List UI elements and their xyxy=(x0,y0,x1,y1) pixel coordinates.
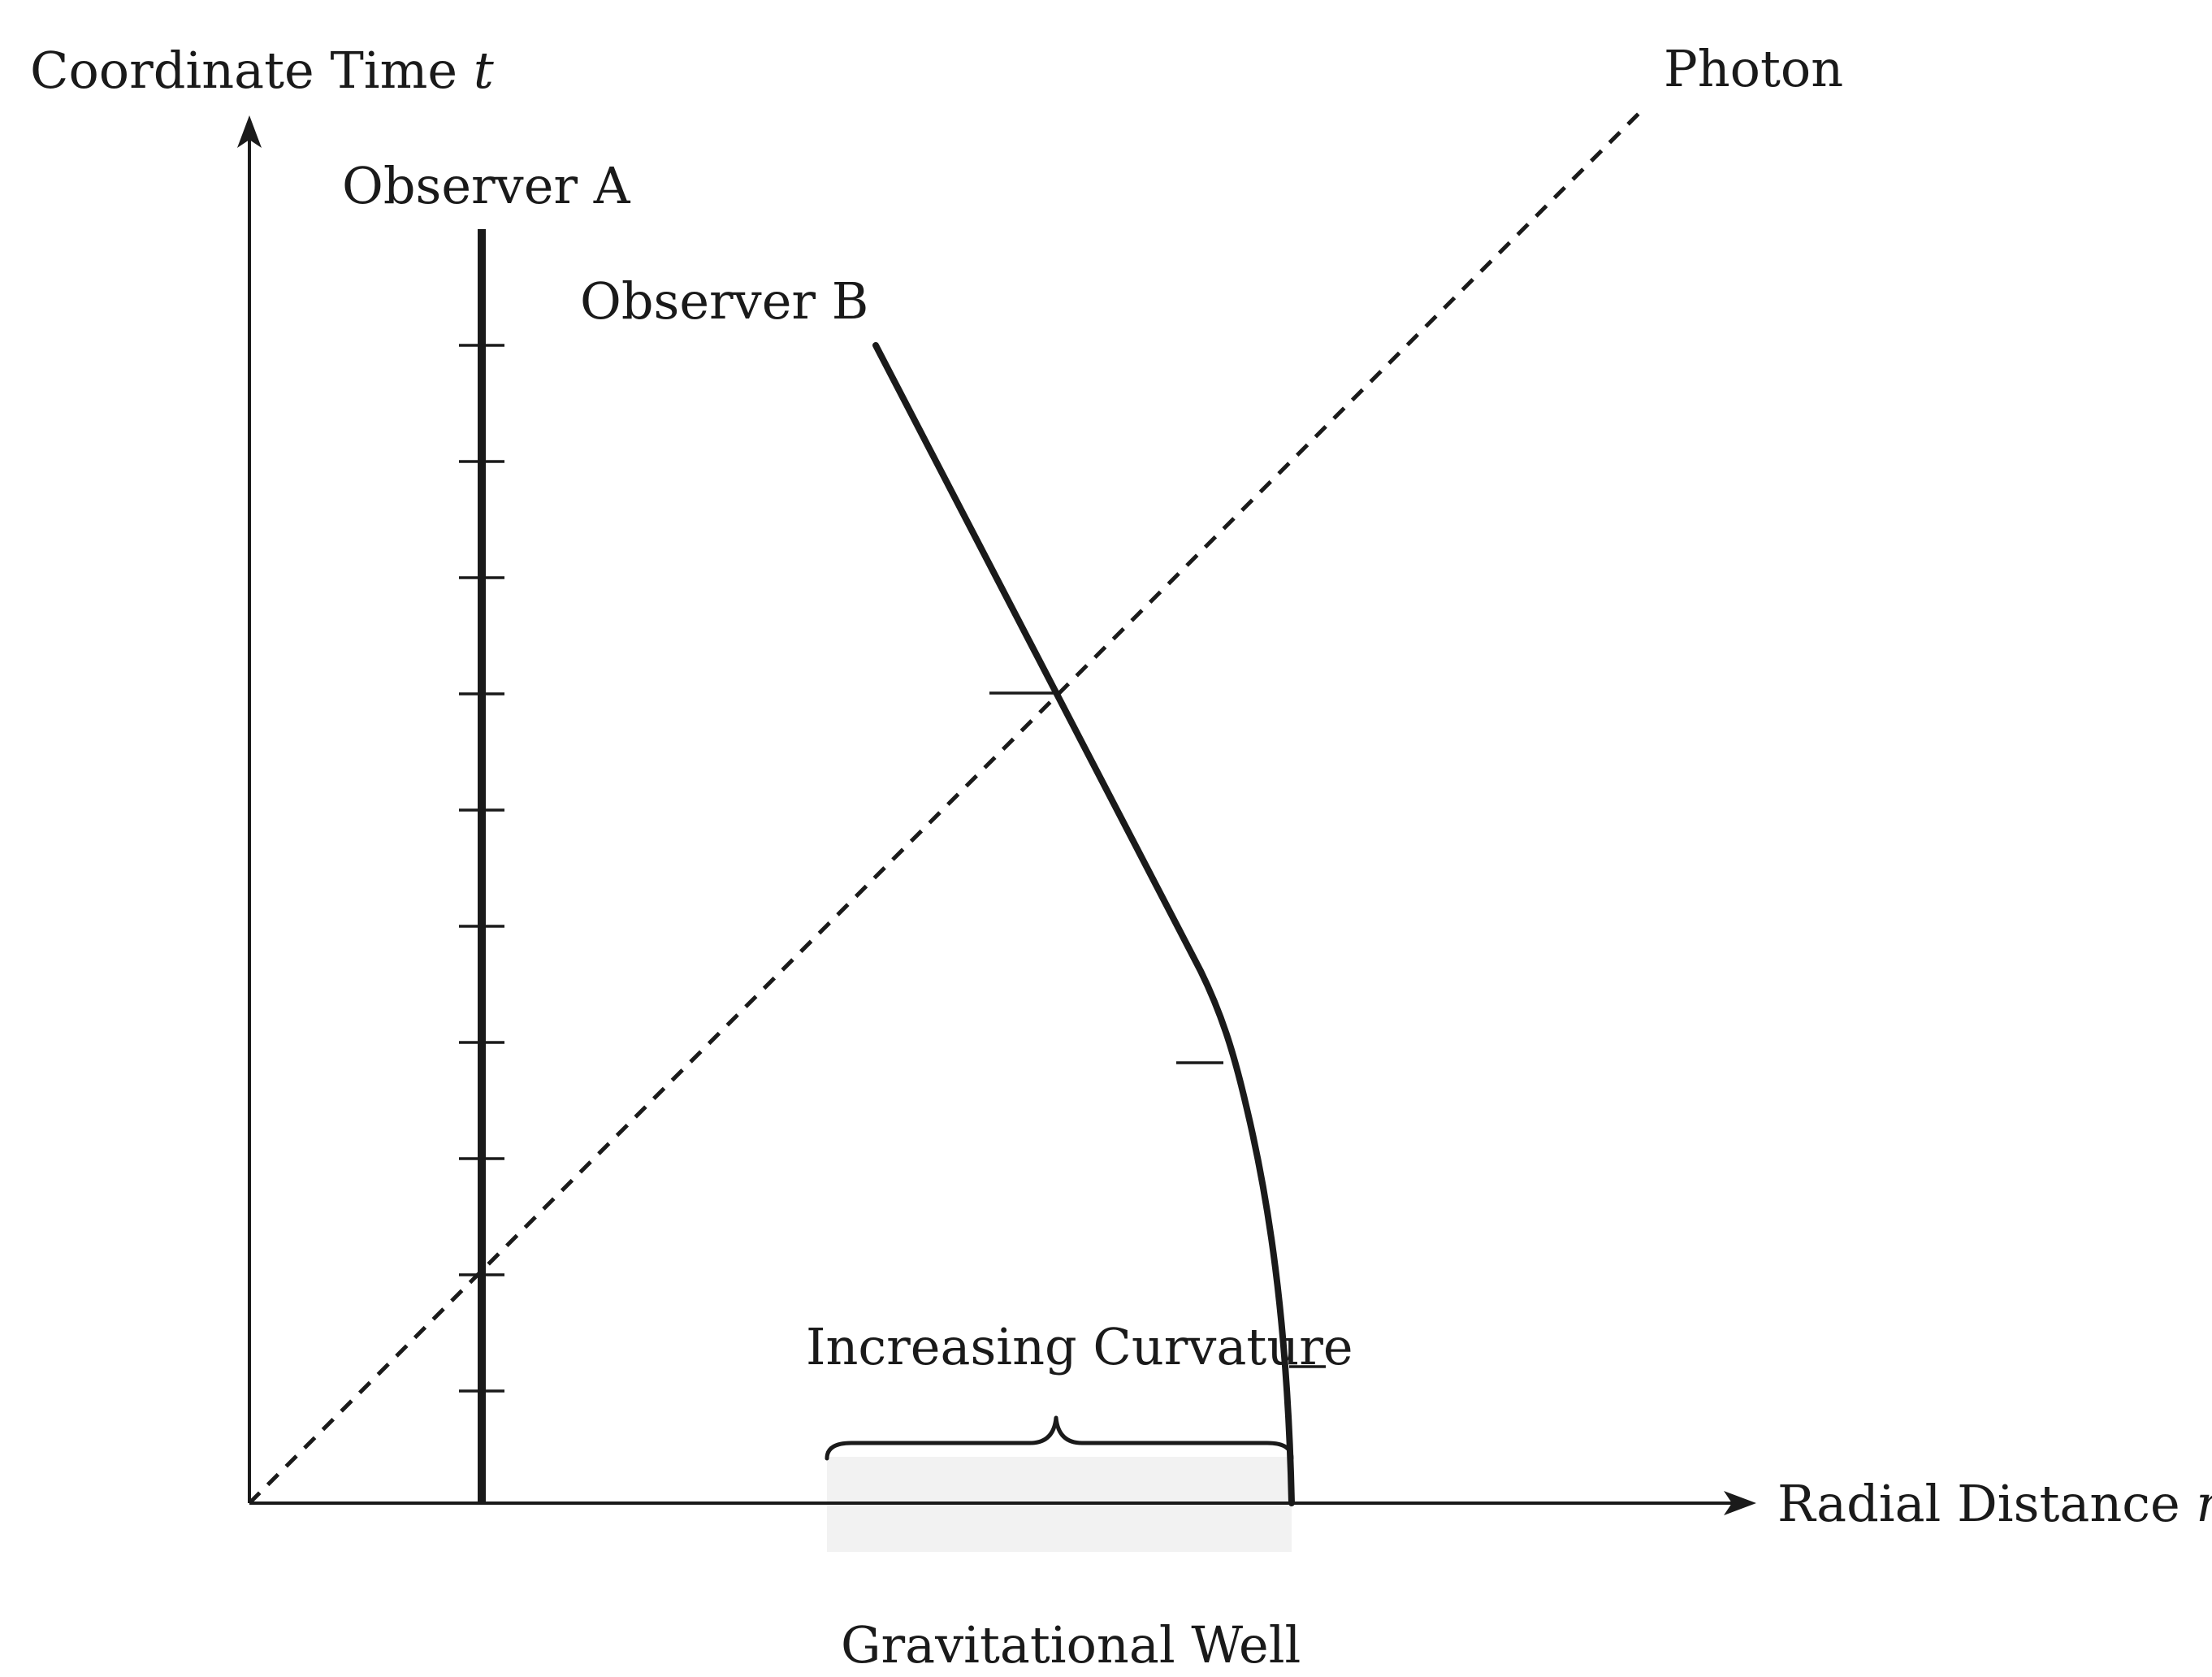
time-axis-label: Coordinate Time t xyxy=(30,41,494,100)
photon-label: Photon xyxy=(1664,39,1843,98)
gravitational-well-label: Gravitational Well xyxy=(841,1615,1301,1675)
time-axis-arrowhead-icon xyxy=(237,115,262,148)
observer-b-label: Observer B xyxy=(580,271,868,331)
observer-b-ticks xyxy=(989,691,1326,1368)
radial-axis-arrowhead-icon xyxy=(1724,1491,1756,1515)
curvature-label: Increasing Curvature xyxy=(806,1317,1353,1376)
curvature-brace xyxy=(825,1415,1294,1461)
radial-axis-label: Radial Distance r xyxy=(1777,1474,2212,1533)
observer-a-ticks xyxy=(459,344,504,1393)
observer-a-label: Observer A xyxy=(342,156,631,215)
observer-b-worldline xyxy=(872,342,1295,1506)
photon-worldline xyxy=(248,110,1643,1505)
